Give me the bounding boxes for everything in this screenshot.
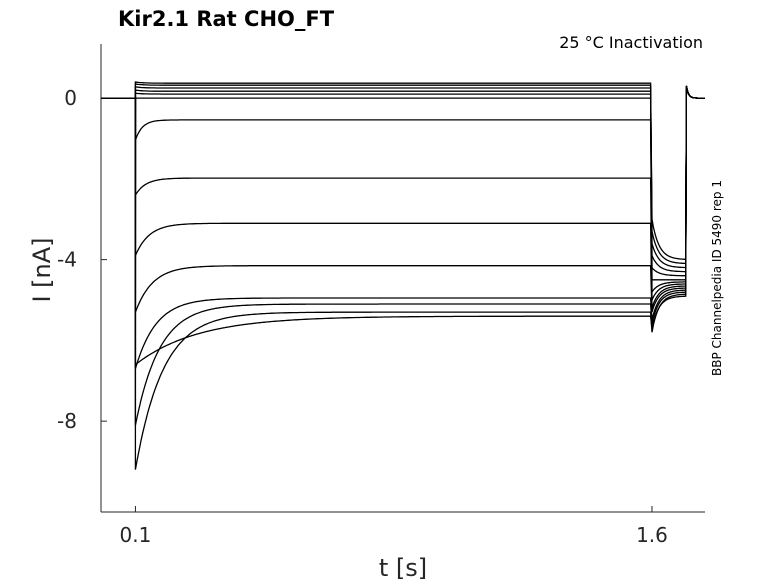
- current-trace-4: [101, 85, 705, 273]
- current-trace-6: [101, 85, 705, 281]
- x-axis-label: t [s]: [379, 554, 427, 582]
- chart-subtitle: 25 °C Inactivation: [559, 33, 703, 52]
- current-trace-7: [101, 85, 705, 294]
- y-tick-label: -8: [57, 409, 77, 433]
- y-tick-label: 0: [64, 86, 77, 110]
- current-trace-11: [101, 85, 705, 369]
- current-trace-3: [101, 85, 705, 269]
- current-trace-1: [101, 81, 705, 260]
- current-trace-9: [101, 85, 705, 309]
- current-trace-14: [101, 85, 705, 366]
- chart-title: Kir2.1 Rat CHO_FT: [118, 7, 335, 31]
- current-trace-12: [101, 85, 705, 426]
- y-tick-label: -4: [57, 248, 77, 272]
- side-note: BBP Channelpedia ID 5490 rep 1: [710, 180, 724, 376]
- x-tick-label: 0.1: [120, 523, 152, 547]
- current-trace-8: [101, 85, 705, 301]
- current-trace-5: [101, 85, 705, 277]
- y-axis-label: I [nA]: [28, 237, 56, 302]
- current-trace-10: [101, 85, 705, 313]
- current-trace-13: [101, 85, 705, 470]
- x-tick-label: 1.6: [636, 523, 668, 547]
- current-trace-2: [101, 83, 705, 265]
